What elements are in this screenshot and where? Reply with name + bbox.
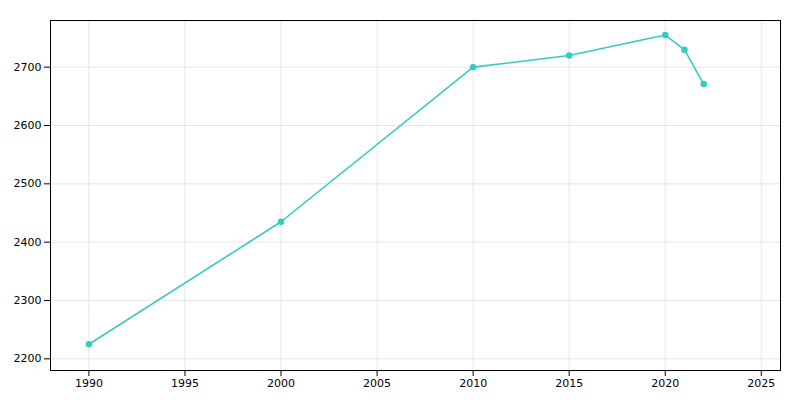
svg-text:2200: 2200 xyxy=(14,352,42,365)
svg-text:2020: 2020 xyxy=(651,377,679,390)
svg-text:2500: 2500 xyxy=(14,177,42,190)
svg-text:2005: 2005 xyxy=(363,377,391,390)
svg-text:2700: 2700 xyxy=(14,61,42,74)
svg-text:1995: 1995 xyxy=(171,377,199,390)
svg-text:2010: 2010 xyxy=(459,377,487,390)
svg-text:2025: 2025 xyxy=(747,377,775,390)
svg-text:2400: 2400 xyxy=(14,236,42,249)
svg-text:2600: 2600 xyxy=(14,119,42,132)
svg-text:1990: 1990 xyxy=(75,377,103,390)
svg-text:2300: 2300 xyxy=(14,294,42,307)
svg-text:2000: 2000 xyxy=(267,377,295,390)
svg-text:2015: 2015 xyxy=(555,377,583,390)
